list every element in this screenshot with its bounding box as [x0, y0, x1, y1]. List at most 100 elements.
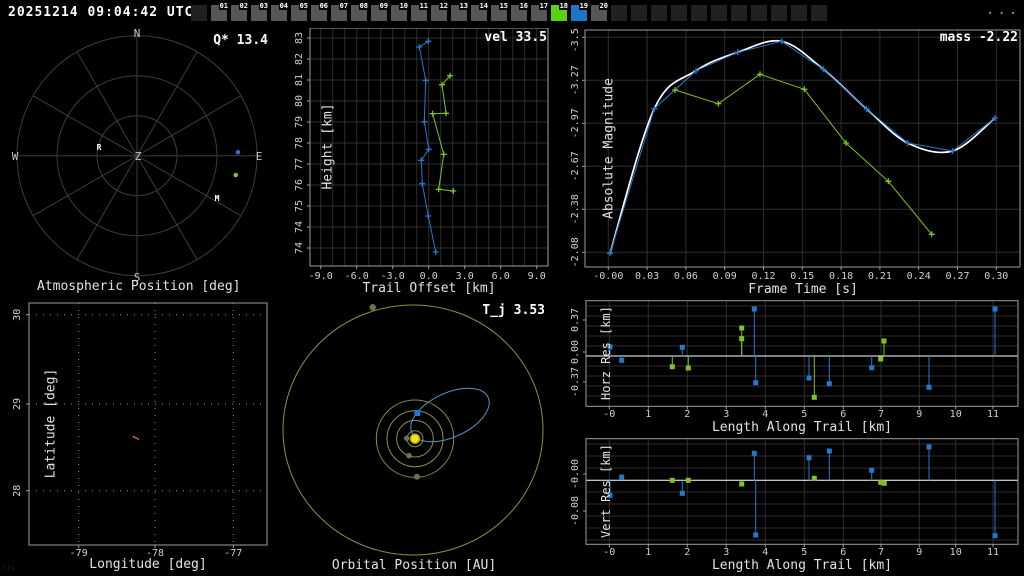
frame-box-blank [671, 5, 687, 21]
svg-text:5: 5 [801, 409, 807, 420]
frame-box-20[interactable]: 20 [591, 5, 607, 21]
frame-box-04[interactable]: 04 [271, 5, 287, 21]
frame-box-19[interactable]: 19 [571, 5, 587, 21]
gridlines [29, 303, 267, 545]
frame-box-blank [631, 5, 647, 21]
svg-text:80: 80 [294, 95, 305, 107]
svg-text:-3.27: -3.27 [570, 65, 581, 95]
trail-ylabel: Height [km] [321, 47, 336, 247]
frame-box-number: 20 [599, 2, 609, 10]
svg-text:81: 81 [294, 74, 305, 86]
svg-text:W: W [12, 150, 19, 163]
frame-box-number: 09 [379, 2, 389, 10]
frame-box-09[interactable]: 09 [371, 5, 387, 21]
svg-text:7: 7 [878, 547, 884, 558]
svg-text:9: 9 [916, 409, 922, 420]
svg-text:M: M [215, 194, 220, 203]
frame-box-18[interactable]: 18 [551, 5, 567, 21]
svg-text:0.37: 0.37 [570, 308, 581, 332]
frame-box-number: 01 [219, 2, 229, 10]
svg-text:Z: Z [135, 150, 142, 163]
frame-box-number: 15 [499, 2, 509, 10]
frame-box-16[interactable]: 16 [511, 5, 527, 21]
gridlines [586, 301, 1018, 407]
svg-text:29: 29 [12, 398, 23, 410]
tick-labels: -01234567910110.370.00-0.37 [570, 308, 999, 420]
frame-box-01[interactable]: 01 [211, 5, 227, 21]
trail-xlabel: Trail Offset [km] [329, 281, 529, 296]
svg-text:0.27: 0.27 [945, 271, 969, 282]
horz-green [670, 326, 887, 400]
svg-text:0.12: 0.12 [751, 271, 775, 282]
tisserand-value: T_j 3.53 [405, 303, 545, 318]
svg-text:0.21: 0.21 [868, 271, 892, 282]
svg-text:R: R [97, 143, 102, 152]
vert-blue [608, 445, 998, 539]
svg-text:3: 3 [723, 547, 729, 558]
frame-box-number: 08 [359, 2, 369, 10]
svg-text:-0.08: -0.08 [570, 496, 581, 526]
mass-value: mass -2.22 [878, 30, 1018, 45]
svg-text:5: 5 [801, 547, 807, 558]
svg-text:2: 2 [684, 547, 690, 558]
vert-xlabel: Length Along Trail [km] [702, 558, 902, 573]
frame-box-number: 16 [519, 2, 529, 10]
tick-labels: -0123456791011-0.00-0.08 [570, 459, 999, 558]
svg-text:-0.37: -0.37 [570, 367, 581, 397]
frame-box-13[interactable]: 13 [451, 5, 467, 21]
svg-text:2: 2 [684, 409, 690, 420]
frame-box-number: 04 [279, 2, 289, 10]
horz-residuals-plot: -01234567910110.370.00-0.37 [560, 298, 1024, 436]
svg-text:9.0: 9.0 [528, 271, 546, 282]
frame-box-number: 07 [339, 2, 349, 10]
svg-text:75: 75 [294, 200, 305, 212]
svg-text:0.18: 0.18 [829, 271, 853, 282]
svg-text:79: 79 [294, 116, 305, 128]
frame-box-08[interactable]: 08 [351, 5, 367, 21]
gridlines [586, 439, 1018, 545]
leading-blue [416, 38, 438, 255]
frame-box-blank [711, 5, 727, 21]
planet-dot [404, 436, 410, 442]
gridlines [585, 30, 1020, 267]
horz-xlabel: Length Along Trail [km] [702, 420, 902, 435]
frame-box-02[interactable]: 02 [231, 5, 247, 21]
frame-box-15[interactable]: 15 [491, 5, 507, 21]
frame-box-03[interactable]: 03 [251, 5, 267, 21]
orbit-title: Orbital Position [AU] [314, 558, 514, 573]
svg-text:77: 77 [294, 158, 305, 170]
svg-text:11: 11 [987, 547, 999, 558]
frame-box-17[interactable]: 17 [531, 5, 547, 21]
frame-box-11[interactable]: 11 [411, 5, 427, 21]
frame-box-06[interactable]: 06 [311, 5, 327, 21]
frame-box-blank [611, 5, 627, 21]
svg-text:7: 7 [878, 409, 884, 420]
velocity-value: vel 33.5 [407, 30, 547, 45]
frame-box-number: 10 [399, 2, 409, 10]
svg-text:0.00: 0.00 [570, 340, 581, 364]
svg-text:0.24: 0.24 [907, 271, 931, 282]
frame-box-number: 12 [439, 2, 449, 10]
frame-box-05[interactable]: 05 [291, 5, 307, 21]
corner-watermark: rju [2, 564, 15, 572]
svg-text:-3.57: -3.57 [570, 28, 581, 52]
frame-box-14[interactable]: 14 [471, 5, 487, 21]
menu-dots-button[interactable]: ... [986, 2, 1020, 18]
frame-box-10[interactable]: 10 [391, 5, 407, 21]
frame-box-07[interactable]: 07 [331, 5, 347, 21]
svg-text:-0.00: -0.00 [570, 459, 581, 489]
frame-box-12[interactable]: 12 [431, 5, 447, 21]
svg-text:11: 11 [987, 409, 999, 420]
atmospheric-title: Atmospheric Position [deg] [37, 279, 237, 294]
frame-box-number: 11 [419, 2, 429, 10]
frame-box-blank [751, 5, 767, 21]
meteor-analysis-app: 20251214 09:04:42 UTC 010203040506070809… [0, 0, 1024, 576]
frame-box-number: 17 [539, 2, 549, 10]
svg-text:74: 74 [294, 242, 305, 254]
atmospheric-position-plot: NESWZRM [0, 28, 280, 298]
svg-text:10: 10 [950, 547, 962, 558]
svg-text:E: E [256, 150, 263, 163]
planet-dot [369, 304, 376, 311]
svg-text:1: 1 [645, 409, 651, 420]
svg-text:10: 10 [950, 409, 962, 420]
